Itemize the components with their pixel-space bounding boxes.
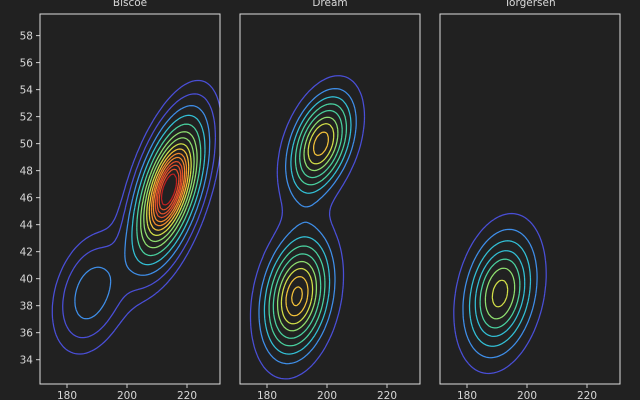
density-contour xyxy=(154,160,184,219)
y-tick-label: 42 xyxy=(20,247,33,259)
y-tick-label: 58 xyxy=(20,31,33,43)
density-contour xyxy=(268,103,348,347)
density-contour xyxy=(474,250,526,338)
y-tick-label: 36 xyxy=(20,328,34,340)
panel-frame xyxy=(239,13,421,385)
density-contour xyxy=(140,131,198,249)
y-tick-label: 46 xyxy=(20,193,34,205)
density-contour xyxy=(468,240,532,347)
density-contour xyxy=(74,104,211,320)
panel-dream: Dream 180 200 220 xyxy=(239,0,421,400)
density-contour xyxy=(280,123,335,325)
x-tick-label: 200 xyxy=(317,390,337,400)
density-contour xyxy=(158,168,180,211)
panel-title: Dream xyxy=(312,0,347,9)
y-tick-label: 44 xyxy=(20,220,34,232)
density-contour xyxy=(285,131,329,317)
y-tick-label: 38 xyxy=(20,301,33,313)
density-contour xyxy=(479,258,521,329)
density-contour xyxy=(263,96,352,355)
y-tick-label: 40 xyxy=(20,274,33,286)
y-tick-label: 48 xyxy=(20,166,33,178)
y-tick-label: 50 xyxy=(20,139,33,151)
panel-title: Torgersen xyxy=(503,0,555,9)
density-contour xyxy=(258,87,357,365)
y-tick-label: 54 xyxy=(20,85,34,97)
contour-lines xyxy=(453,212,547,375)
contour-lines xyxy=(51,79,220,355)
density-contour xyxy=(291,286,303,307)
density-contour xyxy=(150,152,188,227)
panel-title: Biscoe xyxy=(113,0,147,9)
density-contour xyxy=(152,156,186,223)
panel-frame xyxy=(39,13,221,385)
density-contour xyxy=(249,75,366,380)
density-contour xyxy=(484,267,516,320)
x-tick-label: 220 xyxy=(177,390,197,400)
density-contour xyxy=(51,79,220,355)
density-contour xyxy=(62,93,217,339)
y-tick-label: 34 xyxy=(20,355,34,367)
x-tick-label: 200 xyxy=(517,390,537,400)
density-contour xyxy=(160,173,178,206)
x-tick-label: 180 xyxy=(257,390,277,400)
x-tick-label: 200 xyxy=(117,390,137,400)
density-contour xyxy=(491,279,509,308)
density-contour xyxy=(156,164,182,215)
density-contour xyxy=(272,109,343,339)
panel-biscoe: Biscoe 180 200 220 xyxy=(39,0,221,400)
density-contour xyxy=(276,116,339,332)
contour-lines xyxy=(249,75,366,380)
density-contour xyxy=(136,123,202,257)
density-contour xyxy=(453,212,547,375)
panel-frame xyxy=(439,13,621,385)
x-tick-label: 220 xyxy=(377,390,397,400)
density-contour xyxy=(462,228,538,359)
density-contour xyxy=(131,114,206,266)
density-contour xyxy=(143,137,195,243)
x-tick-label: 180 xyxy=(57,390,77,400)
density-contour xyxy=(148,148,190,231)
y-tick-label: 56 xyxy=(20,58,34,70)
panel-torgersen: Torgersen 180 200 220 xyxy=(439,0,621,400)
y-tick-label: 52 xyxy=(20,112,33,124)
x-tick-label: 220 xyxy=(577,390,597,400)
density-contour xyxy=(146,143,192,237)
x-tick-label: 180 xyxy=(457,390,477,400)
